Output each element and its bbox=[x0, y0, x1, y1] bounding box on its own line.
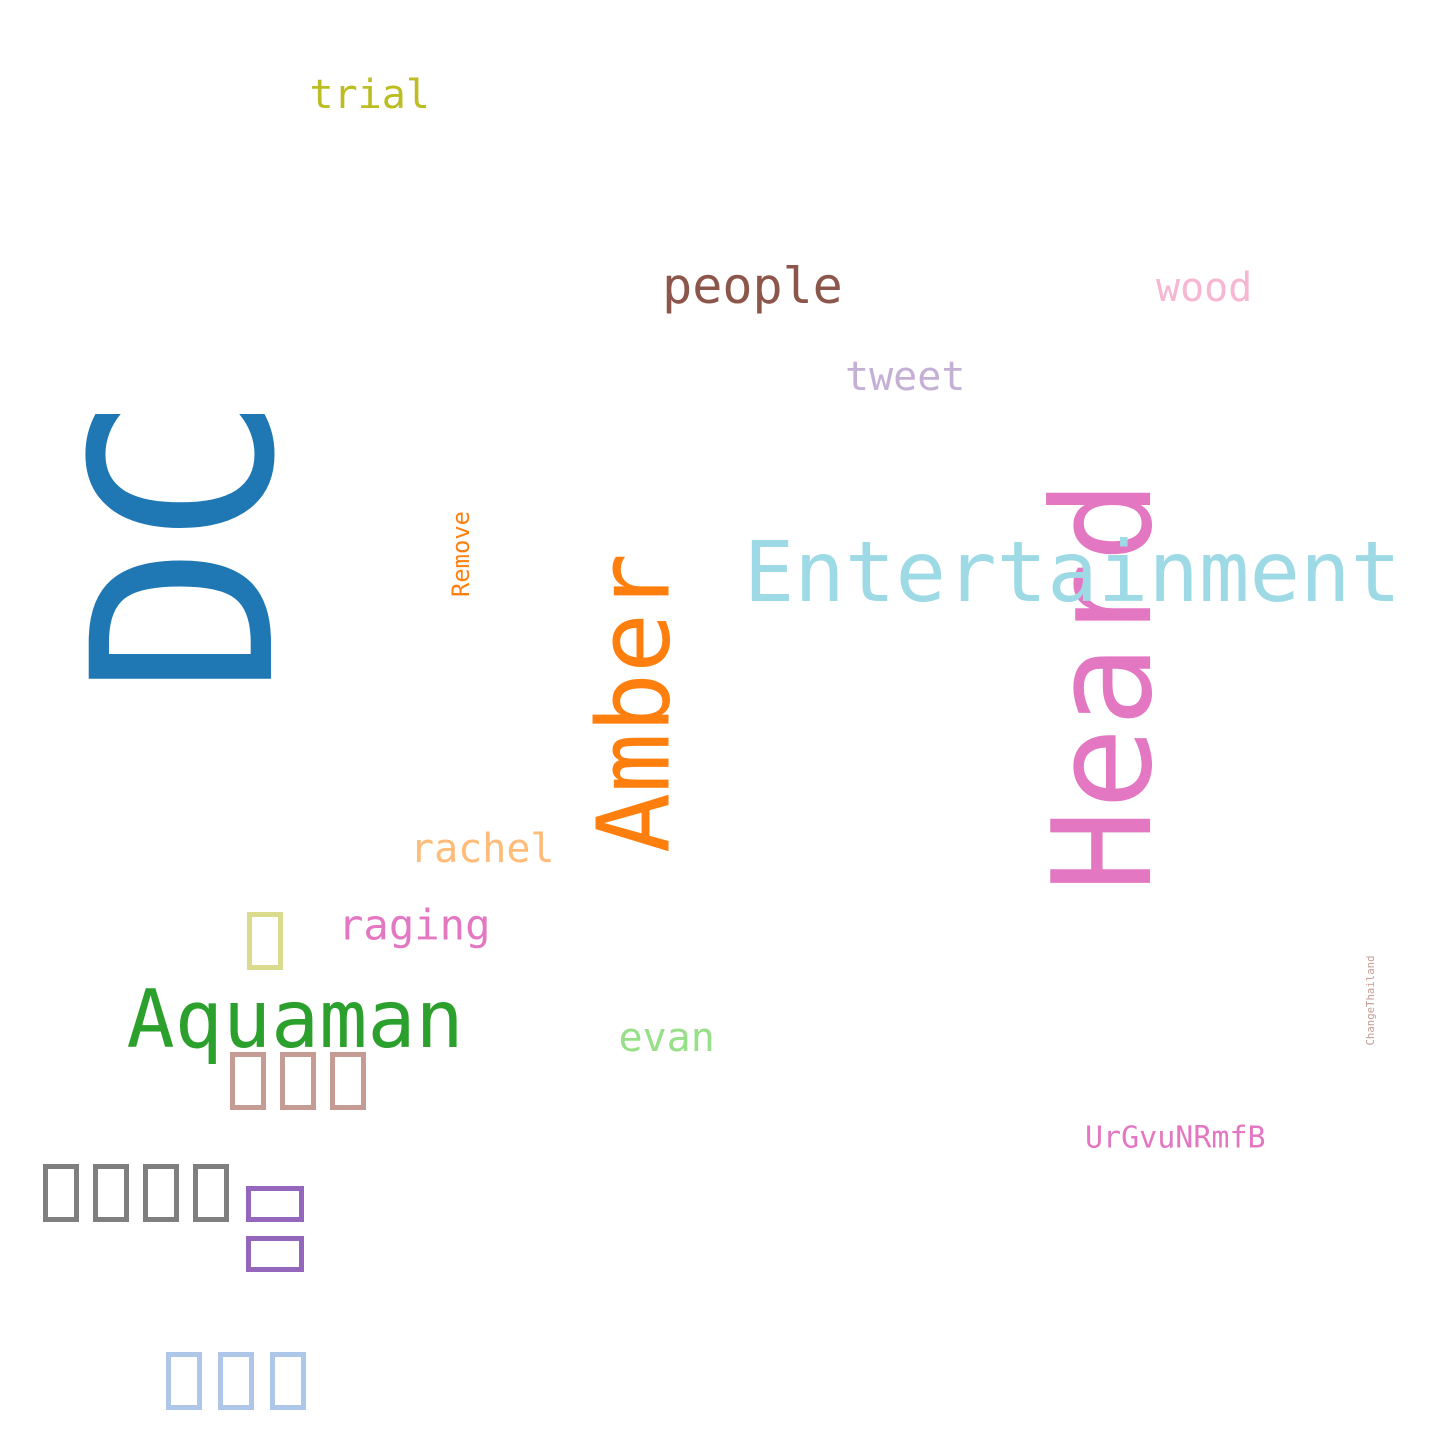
word-rachel: rachel bbox=[410, 826, 555, 872]
tofu-glyph bbox=[193, 1164, 229, 1222]
tofu-glyph bbox=[247, 912, 283, 970]
word-dc: DC bbox=[38, 394, 331, 696]
word-entertainment: Entertainment bbox=[743, 522, 1401, 621]
tofu-glyph bbox=[93, 1164, 129, 1222]
word-raging: raging bbox=[338, 901, 491, 951]
tofu-glyph bbox=[230, 1052, 266, 1110]
tofu-glyph bbox=[218, 1352, 254, 1410]
word-remove: Remove bbox=[447, 511, 475, 597]
word-urgvunrmfb: UrGvuNRmfB bbox=[1084, 1119, 1266, 1156]
word-trial: trial bbox=[309, 72, 430, 118]
tofu-glyph bbox=[246, 1186, 304, 1222]
word-wood: wood bbox=[1156, 265, 1253, 311]
tofu-glyph bbox=[270, 1352, 306, 1410]
tofu-glyph bbox=[143, 1164, 179, 1222]
tofu-glyph bbox=[43, 1164, 79, 1222]
tofu-glyph bbox=[246, 1236, 304, 1272]
tofu-glyph bbox=[280, 1052, 316, 1110]
word-amber: Amber bbox=[575, 553, 692, 853]
tofu-glyph bbox=[166, 1352, 202, 1410]
word-changethailand: ChangeThailand bbox=[1364, 954, 1377, 1046]
word-aquaman: Aquaman bbox=[126, 973, 464, 1066]
word-evan: evan bbox=[618, 1015, 715, 1061]
word-people: people bbox=[661, 257, 843, 316]
tofu-glyph bbox=[330, 1052, 366, 1110]
word-tweet: tweet bbox=[845, 354, 966, 400]
